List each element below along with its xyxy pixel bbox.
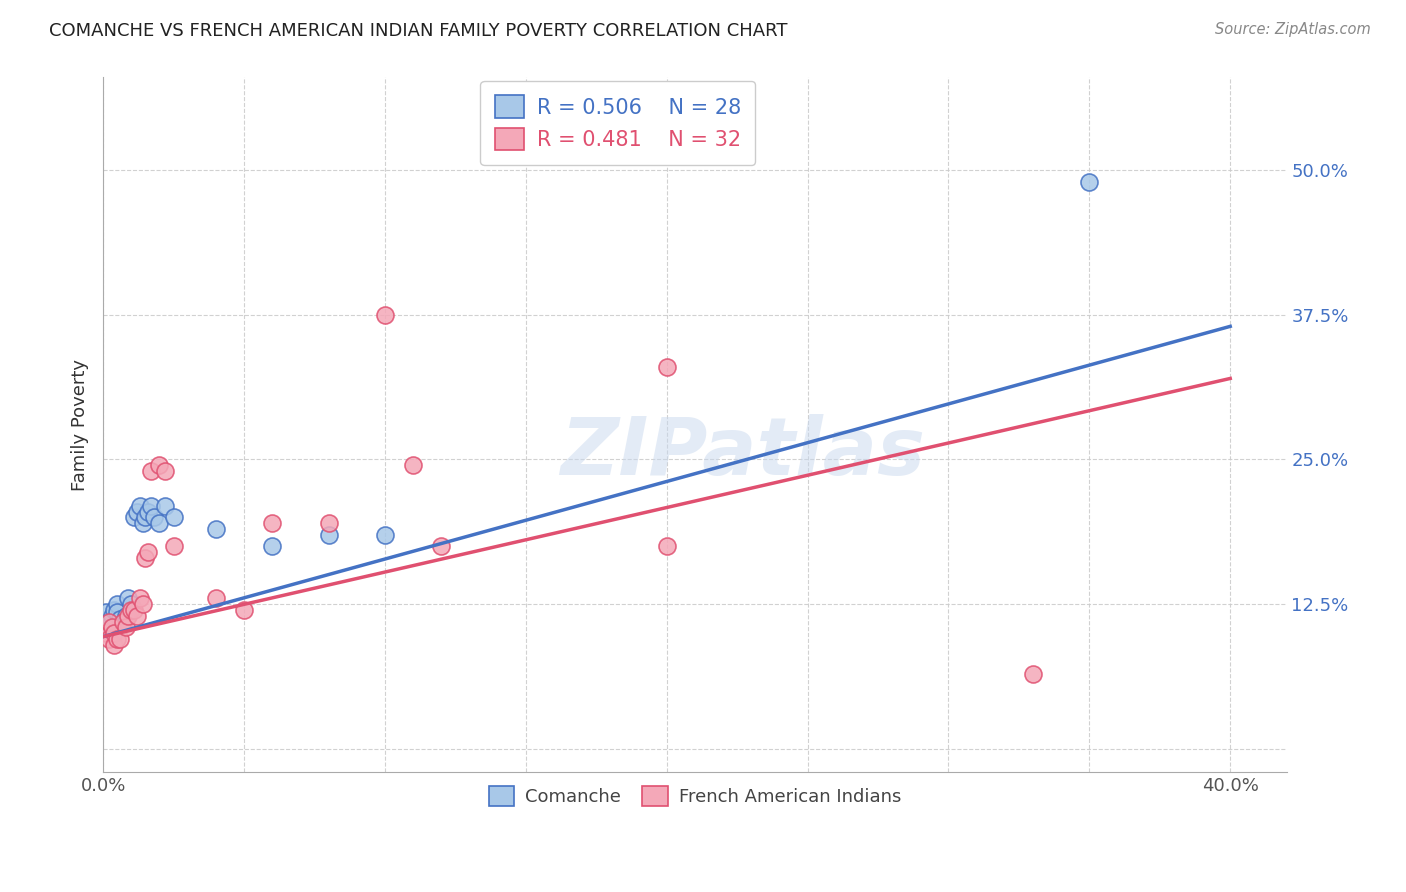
Point (122, 603, 145, 617)
Point (148, 516, 170, 531)
Point (108, 632, 131, 646)
Point (136, 545, 159, 559)
Point (111, 616, 134, 631)
Point (374, 308, 396, 322)
Point (655, 359, 678, 374)
Point (125, 505, 148, 519)
Point (100, 620, 122, 634)
Point (430, 539, 453, 553)
Point (1022, 666, 1045, 681)
Point (105, 597, 128, 611)
Point (318, 527, 340, 541)
Point (97, 632, 120, 646)
Point (122, 510, 145, 524)
Point (402, 458, 425, 473)
Point (262, 539, 284, 553)
Text: ZIPatlas: ZIPatlas (560, 414, 925, 491)
Text: Source: ZipAtlas.com: Source: ZipAtlas.com (1215, 22, 1371, 37)
Point (131, 516, 153, 531)
Point (128, 499, 150, 513)
Point (162, 539, 184, 553)
Point (105, 632, 128, 646)
Point (120, 597, 142, 611)
Point (100, 608, 122, 623)
Point (162, 510, 184, 524)
Point (117, 591, 139, 606)
Point (128, 591, 150, 606)
Point (103, 603, 125, 617)
Point (1078, 175, 1101, 189)
Text: COMANCHE VS FRENCH AMERICAN INDIAN FAMILY POVERTY CORRELATION CHART: COMANCHE VS FRENCH AMERICAN INDIAN FAMIL… (49, 22, 787, 40)
Point (205, 522, 228, 536)
Point (148, 458, 170, 473)
Point (205, 591, 228, 606)
Point (262, 516, 284, 531)
Point (142, 510, 165, 524)
Point (103, 638, 125, 652)
Point (134, 510, 156, 524)
Point (153, 499, 176, 513)
Point (105, 605, 128, 619)
Point (153, 464, 176, 478)
Point (120, 603, 142, 617)
Point (114, 620, 136, 634)
Point (94, 605, 117, 619)
Y-axis label: Family Poverty: Family Poverty (72, 359, 89, 491)
Point (97, 615, 120, 629)
Point (97, 615, 120, 629)
Point (117, 608, 139, 623)
Point (139, 464, 162, 478)
Point (318, 516, 340, 531)
Point (108, 612, 131, 626)
Point (111, 615, 134, 629)
Point (136, 505, 159, 519)
Point (233, 603, 256, 617)
Point (131, 597, 153, 611)
Point (100, 620, 122, 634)
Point (125, 608, 148, 623)
Point (94, 626, 117, 640)
Point (374, 527, 396, 541)
Point (655, 539, 678, 553)
Point (139, 499, 162, 513)
Point (134, 550, 156, 565)
Point (103, 626, 125, 640)
Point (114, 608, 136, 623)
Legend: Comanche, French American Indians: Comanche, French American Indians (479, 777, 910, 815)
